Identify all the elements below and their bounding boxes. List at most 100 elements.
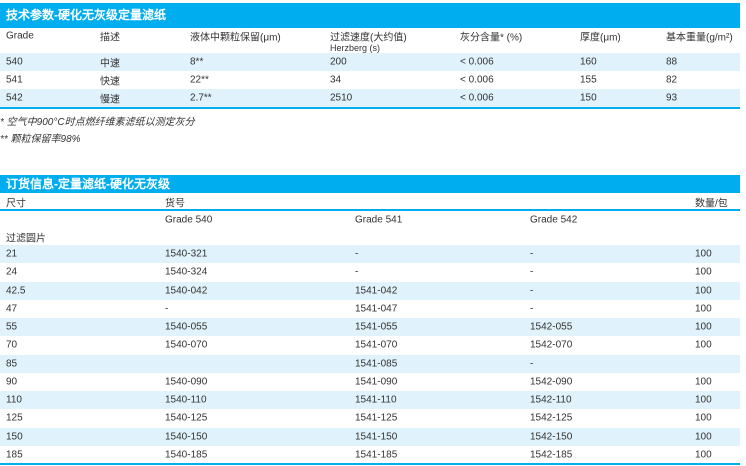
table-cell: 541	[6, 74, 23, 86]
table-cell: 42.5	[6, 285, 26, 297]
table-cell: 慢速	[100, 94, 120, 106]
table-row: 85 1541-085 -	[0, 354, 740, 373]
table-cell: 21	[6, 248, 18, 260]
table-row: 21 1540-321 - - 100	[0, 245, 740, 264]
table-cell: < 0.006	[460, 74, 494, 86]
table-cell: -	[355, 248, 359, 260]
table-cell: 1542-055	[530, 321, 573, 333]
grade-row: Grade 540 Grade 541 Grade 542	[0, 211, 740, 228]
divider	[0, 209, 740, 211]
table-row: 540 中速 8** 200 < 0.006 160 88	[0, 53, 740, 71]
col-header: 数量/包	[695, 198, 728, 209]
order-title: 订货信息-定量滤纸-硬化无灰级	[0, 175, 740, 193]
table-cell: 34	[330, 74, 342, 86]
table-cell: 160	[580, 56, 597, 68]
table-cell: 100	[695, 449, 712, 461]
table-cell: 1540-055	[165, 321, 208, 333]
table-cell: 1542-090	[530, 376, 573, 388]
table-row: 185 1540-185 1541-185 1542-185 100	[0, 446, 740, 464]
col-header: 厚度(μm)	[580, 32, 621, 44]
table-cell: 540	[6, 56, 23, 68]
spec-header-row: Grade 描述 液体中颗粒保留(μm) 过滤速度(大约值) Herzberg …	[0, 28, 740, 54]
table-cell: 1541-090	[355, 376, 398, 388]
table-row: 70 1540-070 1541-070 1542-070 100	[0, 336, 740, 354]
table-cell: 24	[6, 266, 18, 278]
table-cell: 1540-150	[165, 431, 208, 443]
grade-label: Grade 542	[530, 214, 578, 225]
table-cell: 22**	[190, 74, 209, 86]
table-cell: 88	[666, 56, 678, 68]
col-header-sub: Herzberg (s)	[330, 43, 381, 53]
col-header: 灰分含量* (%)	[460, 32, 523, 44]
table-cell: 100	[695, 431, 712, 443]
table-row: 90 1540-090 1541-090 1542-090 100	[0, 373, 740, 391]
col-header: Grade	[6, 30, 34, 42]
table-cell: 100	[695, 412, 712, 424]
table-row: 125 1540-125 1541-125 1542-125 100	[0, 409, 740, 427]
table-cell: 100	[695, 303, 712, 315]
table-cell: 1541-125	[355, 412, 398, 424]
table-cell: 1541-042	[355, 285, 398, 297]
table-cell: 1541-110	[355, 394, 397, 406]
table-cell: 90	[6, 376, 18, 388]
table-cell: 150	[580, 92, 597, 104]
grade-label: Grade 541	[355, 214, 403, 225]
table-cell: 1540-070	[165, 339, 208, 351]
table-cell: 110	[6, 394, 22, 406]
table-cell: -	[530, 248, 534, 260]
table-cell: 1542-185	[530, 449, 573, 461]
table-cell: 100	[695, 394, 712, 406]
footnote: * 空气中900°C时点燃纤维素滤纸以测定灰分	[0, 117, 195, 128]
table-row: 55 1540-055 1541-055 1542-055 100	[0, 318, 740, 337]
table-cell: 1542-125	[530, 412, 573, 424]
table-cell: 2510	[330, 92, 353, 104]
table-cell: < 0.006	[460, 92, 494, 104]
table-cell: 125	[6, 412, 23, 424]
table-cell: 542	[6, 92, 23, 104]
table-cell: 100	[695, 321, 712, 333]
table-cell: 1541-085	[355, 358, 398, 370]
table-cell: 100	[695, 376, 712, 388]
table-cell: 55	[6, 321, 18, 333]
table-cell: 1540-042	[165, 285, 208, 297]
table-cell: 47	[6, 303, 18, 315]
col-header: 液体中颗粒保留(μm)	[190, 32, 281, 44]
table-cell: 1542-070	[530, 339, 573, 351]
table-cell: 8**	[190, 56, 204, 68]
table-cell: < 0.006	[460, 56, 494, 68]
table-row: 42.5 1540-042 1541-042 - 100	[0, 281, 740, 300]
table-row: 150 1540-150 1541-150 1542-150 100	[0, 427, 740, 446]
table-cell: 155	[580, 74, 597, 86]
section-row: 过滤圆片	[0, 228, 740, 245]
table-cell: -	[165, 303, 169, 315]
table-cell: 100	[695, 248, 712, 260]
section-label: 过滤圆片	[6, 233, 46, 244]
table-cell: 中速	[100, 58, 120, 70]
table-cell: -	[530, 266, 534, 278]
table-cell: 1541-047	[355, 303, 398, 315]
col-header: 尺寸	[6, 198, 26, 209]
table-cell: 100	[695, 285, 712, 297]
table-cell: 1540-090	[165, 376, 208, 388]
table-row: 110 1540-110 1541-110 1542-110 100	[0, 391, 740, 410]
table-cell: 150	[6, 431, 23, 443]
table-cell: 1540-324	[165, 266, 208, 278]
table-cell: 1540-321	[165, 248, 208, 260]
table-cell: 1540-110	[165, 394, 207, 406]
col-header: 过滤速度(大约值)	[330, 32, 407, 44]
col-header: 描述	[100, 32, 120, 44]
table-cell: 1540-125	[165, 412, 208, 424]
table-cell: 1542-110	[530, 394, 572, 406]
table-cell: 85	[6, 358, 18, 370]
table-cell: 快速	[100, 76, 120, 88]
table-row: 541 快速 22** 34 < 0.006 155 82	[0, 71, 740, 89]
table-cell: 1541-055	[355, 321, 398, 333]
table-cell: 1542-150	[530, 431, 573, 443]
table-cell: 185	[6, 449, 23, 461]
table-row: 47 - 1541-047 - 100	[0, 300, 740, 318]
table-cell: 93	[666, 92, 678, 104]
table-cell: -	[355, 266, 359, 278]
table-cell: 2.7**	[190, 92, 212, 104]
table-cell: 100	[695, 266, 712, 278]
order-header-row: 尺寸 货号 数量/包	[0, 193, 740, 210]
